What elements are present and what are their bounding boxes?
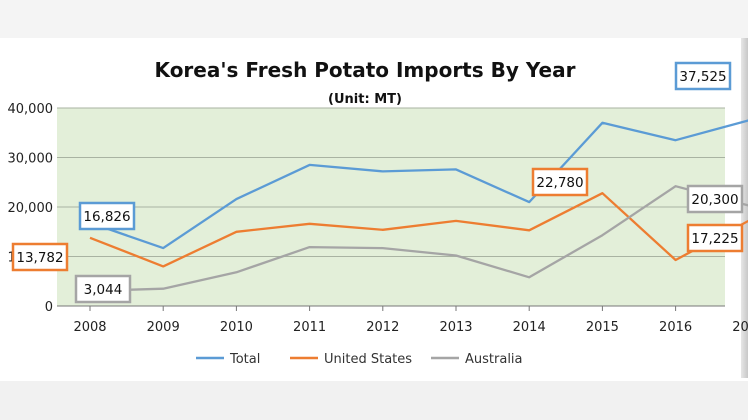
x-tick-label: 2016 <box>659 320 692 335</box>
data-callout: 16,826 <box>78 201 136 231</box>
x-tick-label: 2017 <box>732 320 748 335</box>
data-callout: 3,044 <box>74 274 132 304</box>
gridlines <box>57 107 725 257</box>
callout-box <box>531 167 589 197</box>
data-callout: 17,225 <box>686 223 744 253</box>
callout-label: 17,225 <box>691 231 738 247</box>
callout-label: 37,525 <box>679 69 726 85</box>
callout-box <box>674 61 732 91</box>
y-tick-label: 40,000 <box>8 102 54 117</box>
x-tick-label: 2008 <box>73 320 106 335</box>
callout-label: 13,782 <box>16 250 63 266</box>
legend-label: Australia <box>465 352 523 367</box>
callout-label: 16,826 <box>83 209 130 225</box>
legend-item: Total <box>196 352 260 367</box>
x-tick-label: 2011 <box>293 320 326 335</box>
callout-box <box>74 274 132 304</box>
x-tick-label: 2014 <box>513 320 546 335</box>
legend-item: United States <box>290 352 412 367</box>
chart-title: Korea's Fresh Potato Imports By Year <box>155 58 576 82</box>
series-line <box>89 185 748 293</box>
bottom-band <box>0 381 748 420</box>
data-callout: 22,780 <box>531 167 589 197</box>
series-lines <box>89 119 748 293</box>
series-line <box>89 192 748 268</box>
right-edge-shadow <box>741 38 748 378</box>
x-tick-label: 2013 <box>439 320 472 335</box>
callout-label: 20,300 <box>691 192 738 208</box>
x-tick-label: 2012 <box>366 320 399 335</box>
y-tick-label: 20,000 <box>8 201 54 216</box>
data-callout: 20,300 <box>686 184 744 214</box>
legend-label: Total <box>229 352 260 367</box>
legend: Total United States Australia <box>196 352 523 367</box>
legend-label: United States <box>324 352 412 367</box>
x-tick-label: 2015 <box>586 320 619 335</box>
callout-box <box>686 184 744 214</box>
x-axis: 2008 2009 2010 2011 2012 2013 2014 2015 2016 2017 <box>73 306 748 335</box>
data-callout: 13,782 <box>11 242 69 272</box>
callout-box <box>78 201 136 231</box>
callout-label: 22,780 <box>536 175 583 191</box>
top-band <box>0 0 748 38</box>
callout-label: 3,044 <box>84 282 123 298</box>
y-tick-label: 0 <box>45 300 53 315</box>
callout-box <box>11 242 69 272</box>
legend-item: Australia <box>431 352 523 367</box>
chart-subtitle: (Unit: MT) <box>328 92 402 107</box>
y-tick-label: 30,000 <box>8 152 54 167</box>
data-callout: 37,525 <box>674 61 732 91</box>
callout-box <box>686 223 744 253</box>
x-tick-label: 2010 <box>220 320 253 335</box>
data-callouts: 16,826 13,782 3,044 22,780 37,525 20,300 17,22… <box>11 61 744 304</box>
x-tick-label: 2009 <box>147 320 180 335</box>
series-line <box>89 119 748 250</box>
